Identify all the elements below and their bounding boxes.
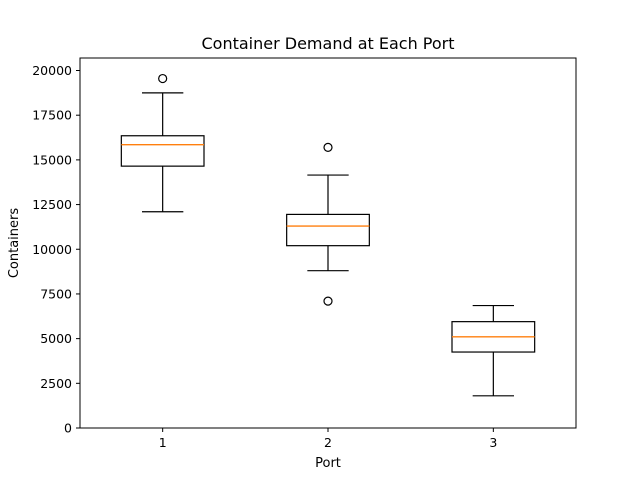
y-tick-label: 17500: [32, 108, 72, 123]
outlier-point: [323, 296, 333, 306]
chart-title: Container Demand at Each Port: [201, 34, 454, 53]
box-group-3: [451, 304, 536, 397]
y-tick-label: 7500: [40, 286, 72, 301]
y-axis: 0 2500 5000 7500 10000 12500 15000 17500 20000: [32, 63, 80, 436]
x-axis-label: Port: [315, 456, 341, 471]
box-group-2: [286, 142, 370, 306]
plot-frame: [79, 57, 577, 429]
y-tick-label: 10000: [32, 242, 72, 257]
y-tick-label: 5000: [40, 331, 72, 346]
x-tick-label: 1: [159, 435, 167, 450]
iqr-box: [120, 135, 205, 167]
y-tick-label: 15000: [32, 152, 72, 167]
y-tick-label: 20000: [32, 63, 72, 78]
y-tick-label: 0: [64, 421, 72, 436]
outlier-point: [323, 142, 333, 152]
plot-area: [120, 73, 536, 397]
box-group-1: [120, 73, 205, 213]
y-tick-label: 12500: [32, 197, 72, 212]
x-axis: 1 2 3: [159, 428, 497, 450]
outlier-point: [158, 73, 168, 84]
y-axis-label: Containers: [7, 208, 22, 279]
x-tick-label: 3: [489, 435, 497, 450]
x-tick-label: 2: [324, 435, 332, 450]
iqr-box: [286, 213, 370, 247]
y-tick-label: 2500: [40, 376, 72, 391]
